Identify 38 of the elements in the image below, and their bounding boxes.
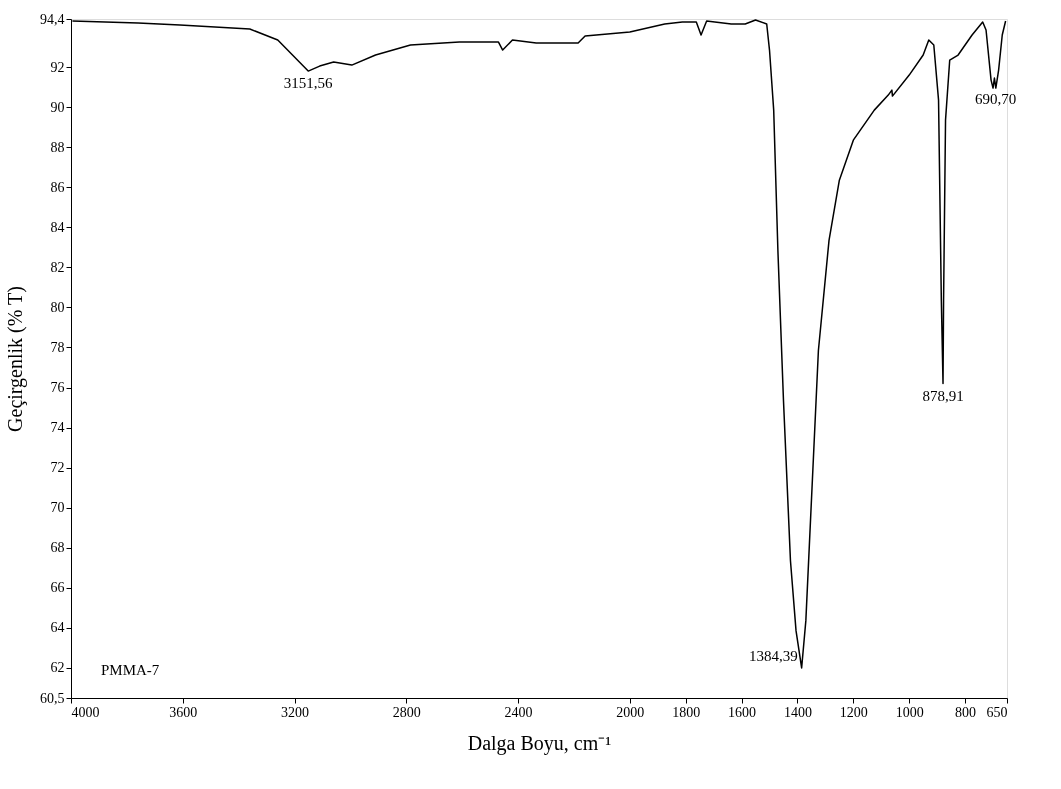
x-tick-label: 1400: [783, 704, 812, 720]
y-tick-label: 92: [50, 59, 65, 75]
y-tick-label: 94,4: [40, 11, 65, 27]
y-tick-label: 78: [50, 339, 65, 355]
x-tick-label: 1800: [672, 704, 701, 720]
y-tick-label: 84: [50, 219, 65, 235]
annotation: PMMA-7: [101, 662, 160, 678]
y-tick-label: 64: [50, 620, 65, 636]
y-tick-label: 76: [50, 380, 65, 396]
x-tick-label: 4000: [71, 704, 100, 720]
y-tick-label: 62: [50, 660, 65, 676]
x-axis-title: Dalga Boyu, cm⁻¹: [467, 731, 612, 755]
y-axis-title: Geçirgenlik (% T): [4, 286, 27, 432]
x-tick-label: 2800: [392, 704, 421, 720]
x-tick-label: 650: [986, 704, 1008, 720]
annotation: 878,91: [922, 387, 964, 404]
y-tick-label: 72: [50, 460, 65, 476]
x-tick-label: 3200: [281, 704, 310, 720]
annotation: 1384,39: [749, 647, 798, 664]
annotation: 3151,56: [283, 75, 333, 92]
y-tick-label: 82: [50, 259, 65, 275]
annotation: 690,70: [975, 91, 1017, 108]
y-tick-label: 70: [50, 500, 65, 516]
y-tick-label: 68: [50, 540, 65, 556]
y-tick-label: 66: [50, 580, 65, 596]
y-tick-label: 88: [50, 139, 65, 155]
y-tick-label: 86: [50, 179, 65, 195]
y-tick-label: 74: [50, 420, 65, 436]
x-tick-label: 2400: [504, 704, 533, 720]
y-tick-label: 80: [50, 299, 65, 315]
y-tick-label: 90: [50, 99, 65, 115]
x-tick-label: 1000: [895, 704, 924, 720]
x-tick-label: 800: [955, 704, 977, 720]
y-tick-label: 60,5: [40, 690, 65, 706]
x-tick-label: 1600: [728, 704, 757, 720]
x-tick-label: 1200: [839, 704, 868, 720]
x-tick-label: 3600: [169, 704, 198, 720]
x-tick-label: 2000: [616, 704, 645, 720]
